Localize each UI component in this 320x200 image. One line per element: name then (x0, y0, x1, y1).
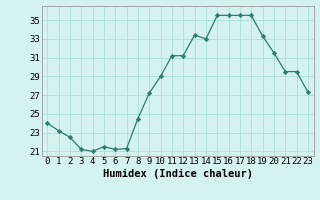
X-axis label: Humidex (Indice chaleur): Humidex (Indice chaleur) (103, 169, 252, 179)
